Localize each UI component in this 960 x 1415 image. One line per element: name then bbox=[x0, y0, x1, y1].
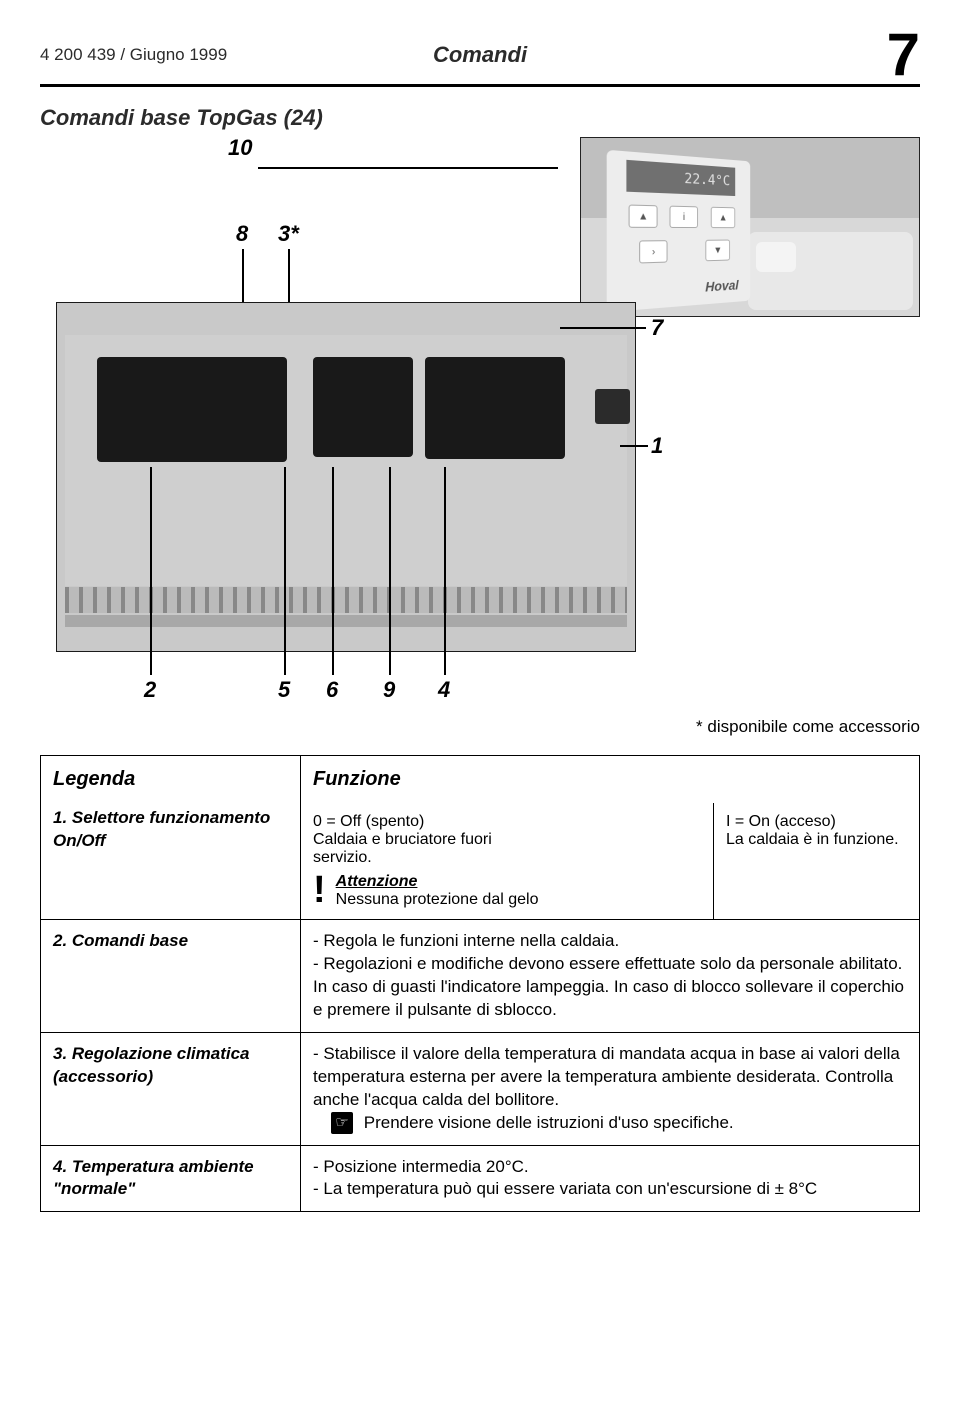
thermostat-room-bg: 22.4°C ▲ i ▲ › ▼ Hoval bbox=[581, 138, 919, 316]
row4-line2: - La temperatura può qui essere variata … bbox=[313, 1178, 907, 1201]
row1-right-line1: I = On (acceso) bbox=[726, 813, 907, 831]
row1-mid-line1: 0 = Off (spento) bbox=[313, 813, 701, 831]
row3-body: - Stabilisce il valore della temperatura… bbox=[301, 1033, 919, 1145]
legend-table: Legenda 1. Selettore funzionamento On/Of… bbox=[40, 755, 920, 1212]
panel-module-3 bbox=[425, 357, 565, 459]
thermostat-button: ▲ bbox=[711, 207, 735, 228]
leader-line bbox=[150, 467, 152, 675]
control-panel-photo bbox=[56, 302, 636, 652]
attention-text-wrap: Attenzione Nessuna protezione dal gelo bbox=[336, 873, 539, 909]
leader-line bbox=[560, 327, 646, 329]
row4-left-title: 4. Temperatura ambiente bbox=[53, 1157, 254, 1176]
callout-3star: 3* bbox=[278, 221, 299, 247]
callout-4: 4 bbox=[438, 677, 450, 703]
page-header: 4 200 439 / Giugno 1999 Comandi 7 bbox=[40, 28, 920, 87]
footnote: * disponibile come accessorio bbox=[40, 717, 920, 737]
callout-8: 8 bbox=[236, 221, 248, 247]
row1-left-sub: On/Off bbox=[53, 830, 288, 853]
sofa-cushion bbox=[756, 242, 796, 272]
table-row: 2. Comandi base - Regola le funzioni int… bbox=[41, 919, 919, 1032]
thermostat-button: i bbox=[670, 206, 699, 228]
leader-line bbox=[389, 467, 391, 675]
table-row: 3. Regolazione climatica (accessorio) - … bbox=[41, 1032, 919, 1145]
leader-line bbox=[332, 467, 334, 675]
legenda-header-cell: Legenda 1. Selettore funzionamento On/Of… bbox=[41, 756, 301, 919]
callout-10-leader bbox=[258, 167, 558, 169]
row1-mid-line2: Caldaia e bruciatore fuori bbox=[313, 831, 701, 849]
thermostat-button: › bbox=[639, 240, 667, 263]
panel-module-1 bbox=[97, 357, 287, 462]
thermostat-display: 22.4°C bbox=[626, 160, 735, 196]
panel-module-2 bbox=[313, 357, 413, 457]
row1-mid: 0 = Off (spento) Caldaia e bruciatore fu… bbox=[301, 803, 714, 919]
row3-left: 3. Regolazione climatica (accessorio) bbox=[41, 1033, 301, 1145]
callout-7: 7 bbox=[651, 315, 663, 341]
manual-icon: ☞ bbox=[331, 1112, 353, 1134]
thermostat-button: ▼ bbox=[705, 240, 730, 262]
table-row: Legenda 1. Selettore funzionamento On/Of… bbox=[41, 756, 919, 919]
funzione-header-cell: Funzione 0 = Off (spento) Caldaia e bruc… bbox=[301, 756, 919, 919]
row4-body: - Posizione intermedia 20°C. - La temper… bbox=[301, 1146, 919, 1212]
callout-9: 9 bbox=[383, 677, 395, 703]
row3-body-text: - Stabilisce il valore della temperatura… bbox=[313, 1044, 900, 1109]
figure-area: 10 22.4°C ▲ i ▲ › ▼ Hoval 8 3* bbox=[40, 137, 920, 697]
row4-left: 4. Temperatura ambiente "normale" bbox=[41, 1146, 301, 1212]
thermostat-unit: 22.4°C ▲ i ▲ › ▼ Hoval bbox=[607, 150, 751, 313]
row1-inner: 0 = Off (spento) Caldaia e bruciatore fu… bbox=[301, 803, 919, 919]
callout-2: 2 bbox=[144, 677, 156, 703]
exclamation-icon: ! bbox=[313, 873, 326, 907]
legenda-title: Legenda bbox=[53, 766, 288, 793]
row4-line1: - Posizione intermedia 20°C. bbox=[313, 1156, 907, 1179]
sofa-shape bbox=[748, 232, 913, 310]
attention-label: Attenzione bbox=[336, 873, 539, 891]
table-row: 4. Temperatura ambiente "normale" - Posi… bbox=[41, 1145, 919, 1212]
funzione-title: Funzione bbox=[301, 756, 919, 803]
callout-10: 10 bbox=[228, 135, 252, 161]
thermostat-brand: Hoval bbox=[705, 277, 738, 294]
attention-block: ! Attenzione Nessuna protezione dal gelo bbox=[313, 873, 701, 909]
row3-left-sub: (accessorio) bbox=[53, 1066, 288, 1089]
callout-5: 5 bbox=[278, 677, 290, 703]
panel-small-button bbox=[595, 389, 630, 424]
thermostat-button: ▲ bbox=[629, 204, 658, 227]
row1-left-title: 1. Selettore funzionamento bbox=[53, 808, 270, 827]
section-subtitle: Comandi base TopGas (24) bbox=[40, 105, 920, 131]
row3-tip-text: Prendere visione delle istruzioni d'uso … bbox=[364, 1113, 734, 1132]
attention-text: Nessuna protezione dal gelo bbox=[336, 891, 539, 909]
callout-1: 1 bbox=[651, 433, 663, 459]
callout-6: 6 bbox=[326, 677, 338, 703]
leader-line bbox=[284, 467, 286, 675]
header-title: Comandi bbox=[40, 42, 920, 68]
row1-right: I = On (acceso) La caldaia è in funzione… bbox=[714, 803, 919, 919]
row2-left: 2. Comandi base bbox=[41, 920, 301, 1032]
row1-mid-line3: servizio. bbox=[313, 849, 701, 867]
leader-line bbox=[444, 467, 446, 675]
row3-left-title: 3. Regolazione climatica bbox=[53, 1044, 250, 1063]
row2-body: - Regola le funzioni interne nella calda… bbox=[301, 920, 919, 1032]
row1-right-line2: La caldaia è in funzione. bbox=[726, 831, 907, 849]
thermostat-photo: 22.4°C ▲ i ▲ › ▼ Hoval bbox=[580, 137, 920, 317]
row4-left-sub: "normale" bbox=[53, 1178, 288, 1201]
leader-line bbox=[620, 445, 648, 447]
